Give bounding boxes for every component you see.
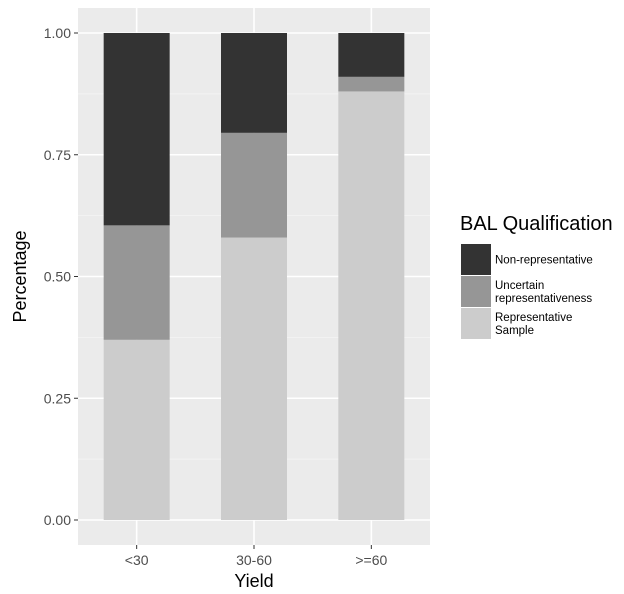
bar-segment (338, 33, 405, 77)
legend-title: BAL Qualification (460, 213, 613, 235)
legend-key (461, 244, 491, 275)
x-tick-label: 30-60 (236, 552, 272, 568)
y-tick-label: 0.00 (44, 512, 71, 528)
y-tick-label: 0.50 (44, 269, 71, 285)
x-tick-label: >=60 (355, 552, 387, 568)
legend-label: Non-representative (495, 255, 593, 267)
bar-segment (221, 33, 287, 133)
x-axis-title: Yield (234, 571, 273, 591)
legend-key (461, 308, 491, 339)
axes: 0.00 0.25 0.50 0.75 1.00 <30 30-60 >=60 (44, 25, 388, 568)
y-axis-title: Percentage (10, 230, 30, 322)
legend-label: Representative (495, 312, 572, 324)
legend: BAL Qualification Non-representative Unce… (460, 213, 613, 339)
bar-segment (103, 225, 170, 340)
y-tick-label: 1.00 (44, 25, 71, 41)
y-tick-label: 0.75 (44, 147, 71, 163)
bar-segment (103, 33, 170, 226)
bar-segment (103, 339, 170, 520)
legend-label: representativeness (495, 293, 592, 305)
x-tick-label: <30 (125, 552, 149, 568)
legend-label: Uncertain (495, 280, 544, 292)
bars (103, 33, 405, 521)
bar-segment (338, 91, 405, 520)
bar-segment (221, 132, 287, 238)
legend-label: Sample (495, 325, 534, 337)
bar-segment (338, 76, 405, 92)
legend-key (461, 276, 491, 307)
bar-segment (221, 237, 287, 521)
y-tick-label: 0.25 (44, 390, 71, 406)
